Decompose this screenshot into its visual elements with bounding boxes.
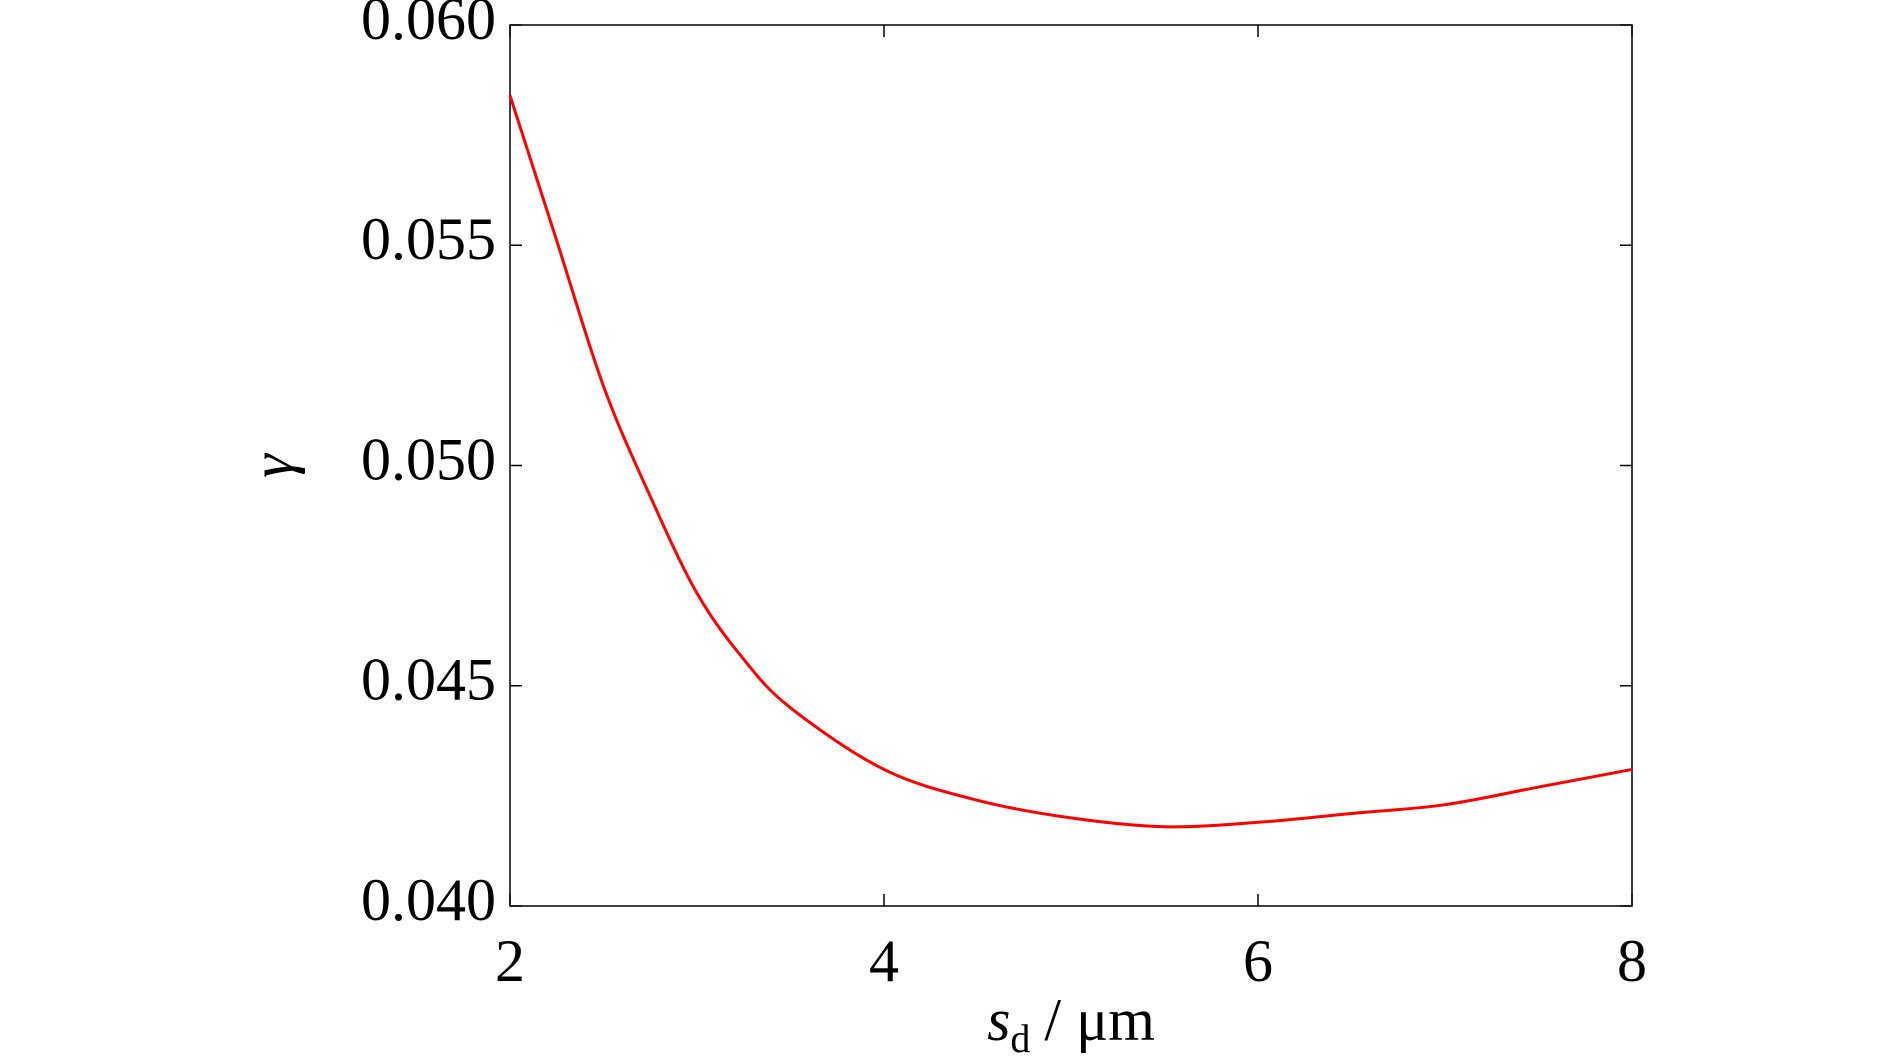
x-label-symbol: s — [987, 987, 1010, 1053]
plot-frame — [509, 24, 1633, 907]
x-label-subscript: d — [1010, 1016, 1030, 1056]
x-axis-label: sd / μm — [987, 987, 1155, 1056]
x-label-unit: / μm — [1044, 987, 1155, 1053]
y-tick-label: 0.055 — [361, 206, 496, 272]
y-tick-label: 0.045 — [361, 647, 496, 713]
x-tick-label: 6 — [1243, 928, 1273, 994]
y-tick-label: 0.050 — [361, 426, 496, 492]
y-tick-label: 0.040 — [361, 867, 496, 933]
y-axis-label: γ — [239, 453, 305, 478]
y-tick-label: 0.060 — [361, 0, 496, 52]
data-line — [508, 95, 1633, 829]
x-tick-label: 8 — [1617, 928, 1647, 994]
x-tick-label: 4 — [869, 928, 899, 994]
x-tick-label: 2 — [495, 928, 525, 994]
